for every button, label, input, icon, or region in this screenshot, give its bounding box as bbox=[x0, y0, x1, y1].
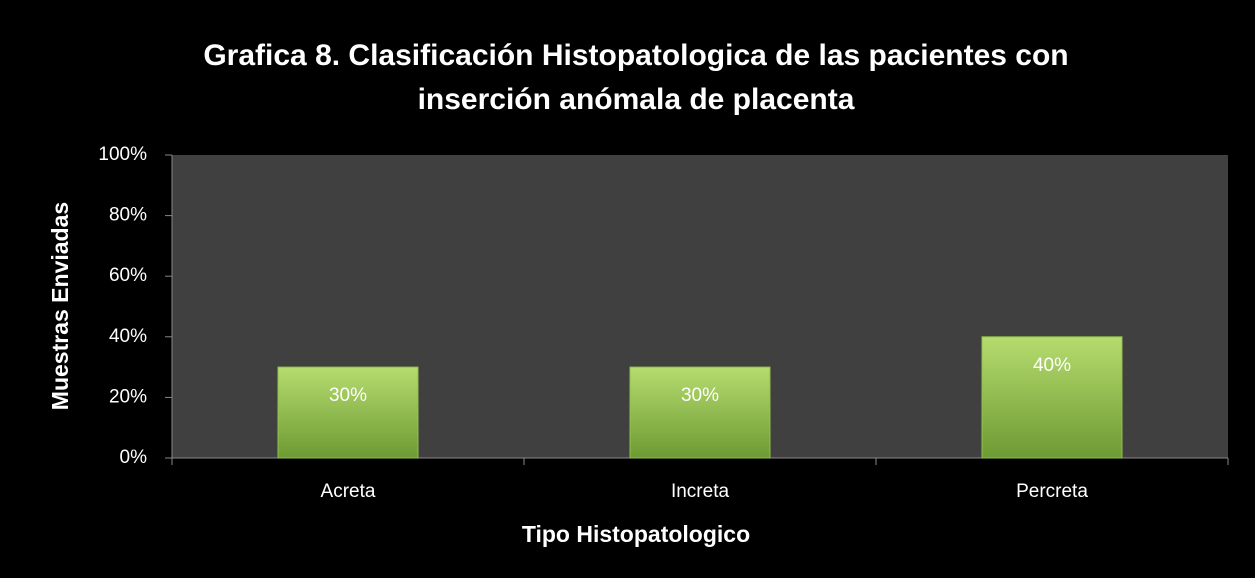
chart-title: Grafica 8. Clasificación Histopatologica… bbox=[203, 39, 1068, 72]
x-axis-title: Tipo Histopatologico bbox=[522, 521, 750, 547]
data-label: 30% bbox=[681, 385, 719, 406]
y-tick-label: 80% bbox=[109, 205, 147, 226]
y-axis-title: Muestras Enviadas bbox=[47, 202, 73, 410]
x-tick-label: Increta bbox=[671, 481, 730, 502]
y-tick-label: 60% bbox=[109, 265, 147, 286]
data-label: 40% bbox=[1033, 355, 1071, 376]
x-tick-label: Acreta bbox=[321, 481, 376, 502]
y-tick-label: 20% bbox=[109, 386, 147, 407]
chart-title: inserción anómala de placenta bbox=[418, 83, 855, 116]
y-tick-label: 0% bbox=[120, 447, 148, 468]
data-label: 30% bbox=[329, 385, 367, 406]
bar bbox=[981, 336, 1123, 459]
x-tick-label: Percreta bbox=[1016, 481, 1088, 502]
y-tick-label: 40% bbox=[109, 326, 147, 347]
bar bbox=[277, 366, 419, 459]
bar bbox=[629, 366, 771, 459]
y-tick-label: 100% bbox=[98, 144, 147, 165]
